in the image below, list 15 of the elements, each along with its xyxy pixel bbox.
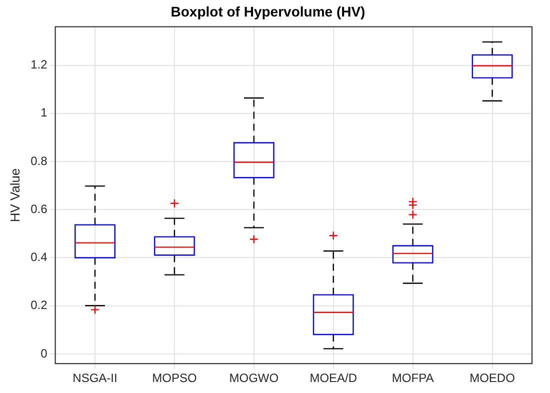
y-tick-label: 0.8 (30, 154, 48, 168)
x-tick-label: MOPSO (152, 371, 197, 386)
x-tick-label: MOGWO (229, 371, 279, 386)
y-tick-label: 0.6 (30, 202, 48, 216)
y-tick-label: 1.2 (30, 58, 48, 72)
y-tick-label: 0.2 (30, 298, 48, 312)
chart-title: Boxplot of Hypervolume (HV) (170, 3, 366, 20)
x-tick-label: MOEA/D (310, 371, 358, 386)
y-tick-label: 0 (40, 346, 48, 360)
x-tick-label: MOEDO (470, 371, 515, 386)
y-tick-label: 1 (40, 106, 48, 120)
x-tick-label: NSGA-II (72, 371, 118, 386)
x-tick-label: MOFPA (392, 371, 434, 386)
y-tick-label: 0.4 (30, 250, 48, 264)
y-axis-title: HV Value (7, 168, 22, 222)
